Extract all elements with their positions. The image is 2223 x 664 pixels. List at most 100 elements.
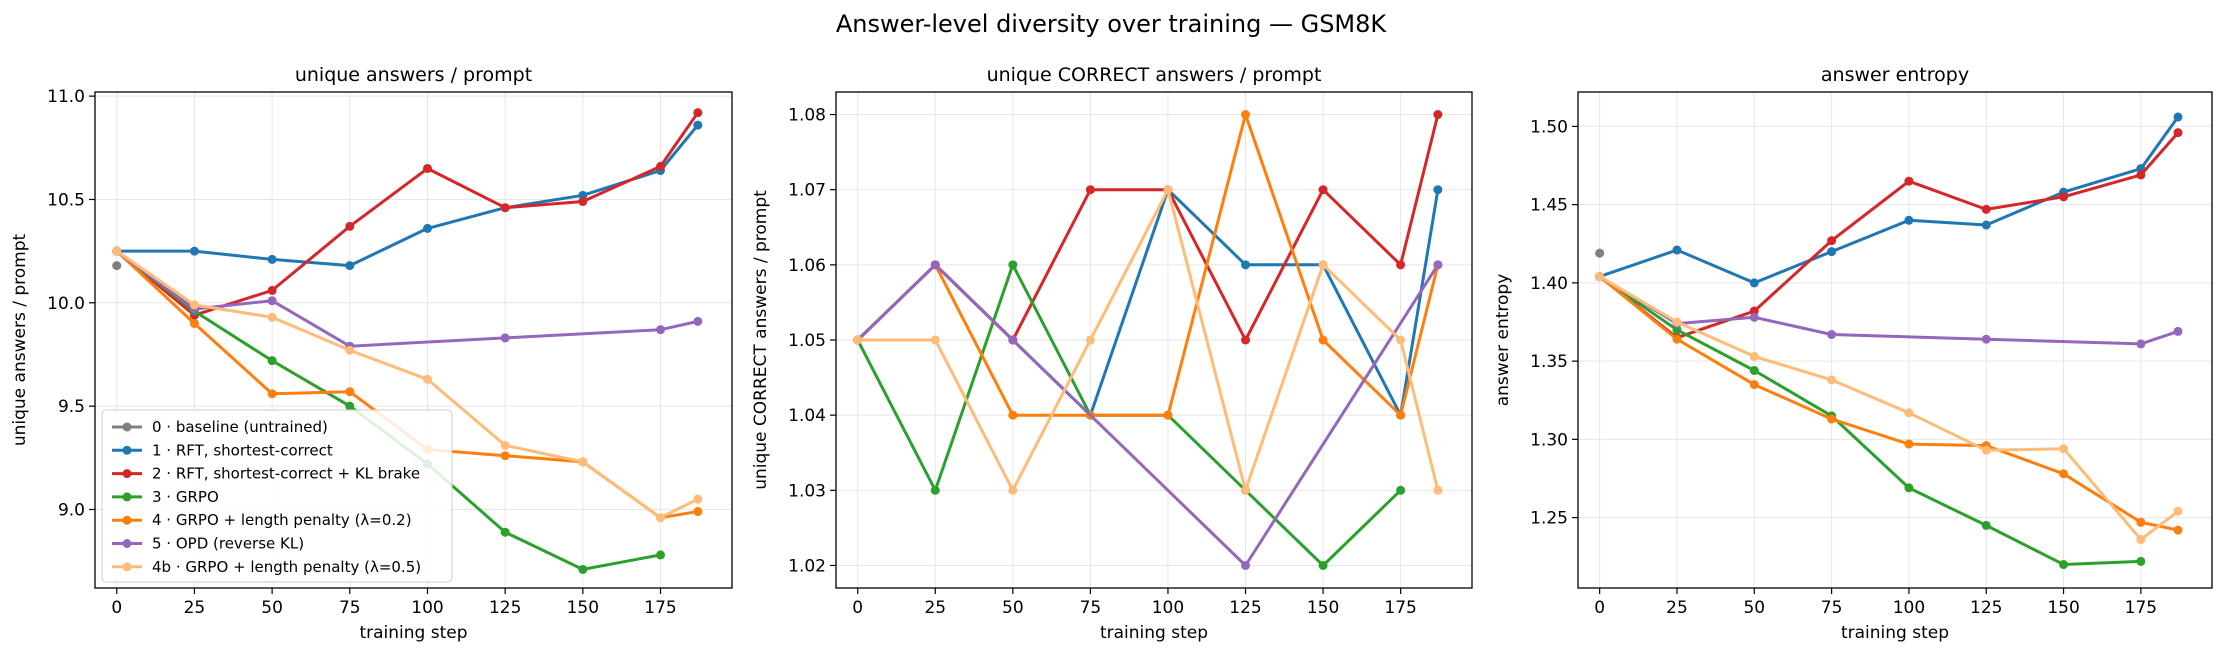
data-point xyxy=(1904,215,1914,225)
x-tick-label: 150 xyxy=(1307,598,1339,618)
data-point xyxy=(656,161,666,171)
x-tick-label: 175 xyxy=(2125,598,2157,618)
y-tick-label: 1.08 xyxy=(788,106,826,126)
data-point xyxy=(1241,260,1251,270)
data-point xyxy=(1827,236,1837,246)
legend-swatch-marker xyxy=(122,539,132,548)
data-point xyxy=(2136,339,2146,349)
y-tick-label: 9.0 xyxy=(58,500,85,520)
legend-label: 2 · RFT, shortest-correct + KL brake xyxy=(152,465,420,483)
data-point xyxy=(1008,485,1018,495)
data-point xyxy=(2173,506,2183,516)
series-1 xyxy=(112,261,122,271)
legend-entry: 5 · OPD (reverse KL) xyxy=(112,535,304,553)
data-point xyxy=(1433,110,1443,120)
x-axis-label: training step xyxy=(359,623,467,643)
data-point xyxy=(1904,176,1914,186)
legend-entry: 4b · GRPO + length penalty (λ=0.5) xyxy=(112,558,421,576)
plot-frame xyxy=(94,91,733,589)
data-point xyxy=(267,312,277,322)
data-point xyxy=(2173,525,2183,535)
data-point xyxy=(2136,534,2146,544)
data-point xyxy=(2059,444,2069,454)
data-point xyxy=(112,261,122,271)
data-point xyxy=(930,335,940,345)
data-point xyxy=(2059,469,2069,479)
data-point xyxy=(500,203,510,213)
data-point xyxy=(1981,520,1991,530)
legend-label: 1 · RFT, shortest-correct xyxy=(152,441,333,459)
data-point xyxy=(656,550,666,560)
data-point xyxy=(267,254,277,264)
data-point xyxy=(1904,439,1914,449)
panel-title: unique answers / prompt xyxy=(295,64,532,86)
legend-entry: 2 · RFT, shortest-correct + KL brake xyxy=(112,465,420,483)
data-point xyxy=(1672,334,1682,344)
data-point xyxy=(578,197,588,207)
data-point xyxy=(1008,260,1018,270)
data-point xyxy=(2059,192,2069,202)
data-point xyxy=(1981,445,1991,455)
x-tick-label: 175 xyxy=(1384,598,1416,618)
data-point xyxy=(267,389,277,399)
y-tick-label: 1.03 xyxy=(788,481,826,501)
legend-entry: 0 · baseline (untrained) xyxy=(112,418,328,436)
x-tick-label: 50 xyxy=(261,598,283,618)
data-point xyxy=(267,285,277,295)
series-6 xyxy=(853,185,1443,495)
data-point xyxy=(500,451,510,461)
data-point xyxy=(1085,185,1095,195)
x-tick-label: 175 xyxy=(644,598,676,618)
x-tick-label: 25 xyxy=(184,598,206,618)
data-point xyxy=(267,296,277,306)
data-point xyxy=(422,163,432,173)
data-point xyxy=(1595,248,1605,258)
data-point xyxy=(1396,335,1406,345)
data-point xyxy=(1827,247,1837,257)
data-point xyxy=(2136,556,2146,566)
chart-panels: 0 25 50 75 100 125 150 175 9.0 9.5 10.0 10.5 11.0 uni… xyxy=(10,64,2213,643)
data-point xyxy=(656,513,666,523)
legend-label: 4 · GRPO + length penalty (λ=0.2) xyxy=(152,511,412,529)
data-point xyxy=(1318,185,1328,195)
data-point xyxy=(1433,260,1443,270)
data-point xyxy=(345,221,355,231)
data-point xyxy=(1672,325,1682,335)
data-point xyxy=(1396,260,1406,270)
data-point xyxy=(2059,560,2069,570)
x-tick-label: 100 xyxy=(1893,598,1925,618)
legend-label: 0 · baseline (untrained) xyxy=(152,418,328,436)
data-point xyxy=(1085,335,1095,345)
data-point xyxy=(656,325,666,335)
y-tick-label: 10.0 xyxy=(47,294,85,314)
data-point xyxy=(693,316,703,326)
data-point xyxy=(930,260,940,270)
data-point xyxy=(1827,414,1837,424)
data-point xyxy=(422,223,432,233)
legend-swatch-marker xyxy=(122,445,132,455)
data-point xyxy=(1433,485,1443,495)
x-tick-label: 25 xyxy=(924,598,946,618)
legend-swatch-marker xyxy=(122,515,132,525)
data-point xyxy=(1318,260,1328,270)
x-tick-label: 150 xyxy=(567,598,599,618)
legend-entry: 1 · RFT, shortest-correct xyxy=(112,441,333,459)
data-point xyxy=(1318,560,1328,570)
legend-label: 4b · GRPO + length penalty (λ=0.5) xyxy=(152,558,421,576)
data-point xyxy=(189,318,199,328)
data-point xyxy=(1827,330,1837,340)
legend-entry: 3 · GRPO xyxy=(112,488,219,506)
x-tick-label: 50 xyxy=(1002,598,1024,618)
x-tick-label: 0 xyxy=(111,598,122,618)
chart-panel-3: 0 25 50 75 100 125 150 175 1.25 1.30 1.35 1.40 1.45 1… xyxy=(1493,64,2213,643)
legend-label: 5 · OPD (reverse KL) xyxy=(152,535,304,553)
data-point xyxy=(189,246,199,256)
figure-title: Answer-level diversity over training — G… xyxy=(836,10,1388,38)
chart-panel-2: 0 25 50 75 100 125 150 175 1.02 1.03 1.04 1.05 1.06 1… xyxy=(751,64,1473,643)
series-5 xyxy=(1595,272,2183,535)
data-point xyxy=(1749,351,1759,361)
legend-swatch-marker xyxy=(122,422,132,432)
x-tick-label: 125 xyxy=(1229,598,1261,618)
data-point xyxy=(345,261,355,271)
data-point xyxy=(345,401,355,411)
